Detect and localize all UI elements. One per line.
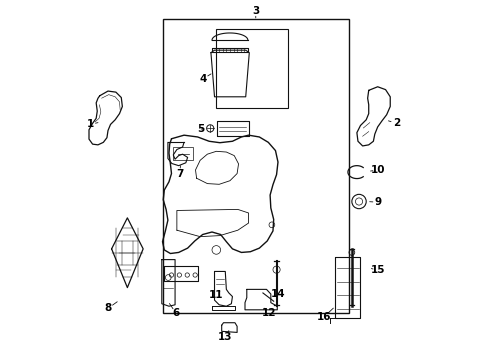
Text: 13: 13 bbox=[218, 332, 232, 342]
Text: 10: 10 bbox=[371, 165, 386, 175]
Text: 8: 8 bbox=[104, 303, 112, 314]
Text: 11: 11 bbox=[208, 291, 223, 301]
Text: 3: 3 bbox=[252, 6, 259, 16]
Text: 15: 15 bbox=[371, 265, 386, 275]
Text: 5: 5 bbox=[197, 124, 205, 134]
Bar bbox=[216, 30, 288, 108]
Text: 2: 2 bbox=[392, 118, 400, 128]
Text: 9: 9 bbox=[375, 197, 382, 207]
Text: 1: 1 bbox=[86, 120, 94, 129]
Text: 12: 12 bbox=[262, 309, 277, 318]
Text: 7: 7 bbox=[176, 168, 183, 179]
Text: 4: 4 bbox=[199, 74, 207, 84]
Text: 6: 6 bbox=[172, 309, 180, 318]
Text: 16: 16 bbox=[317, 312, 331, 322]
Bar bbox=[173, 147, 193, 160]
Text: 14: 14 bbox=[270, 289, 285, 299]
Bar bbox=[163, 19, 349, 313]
